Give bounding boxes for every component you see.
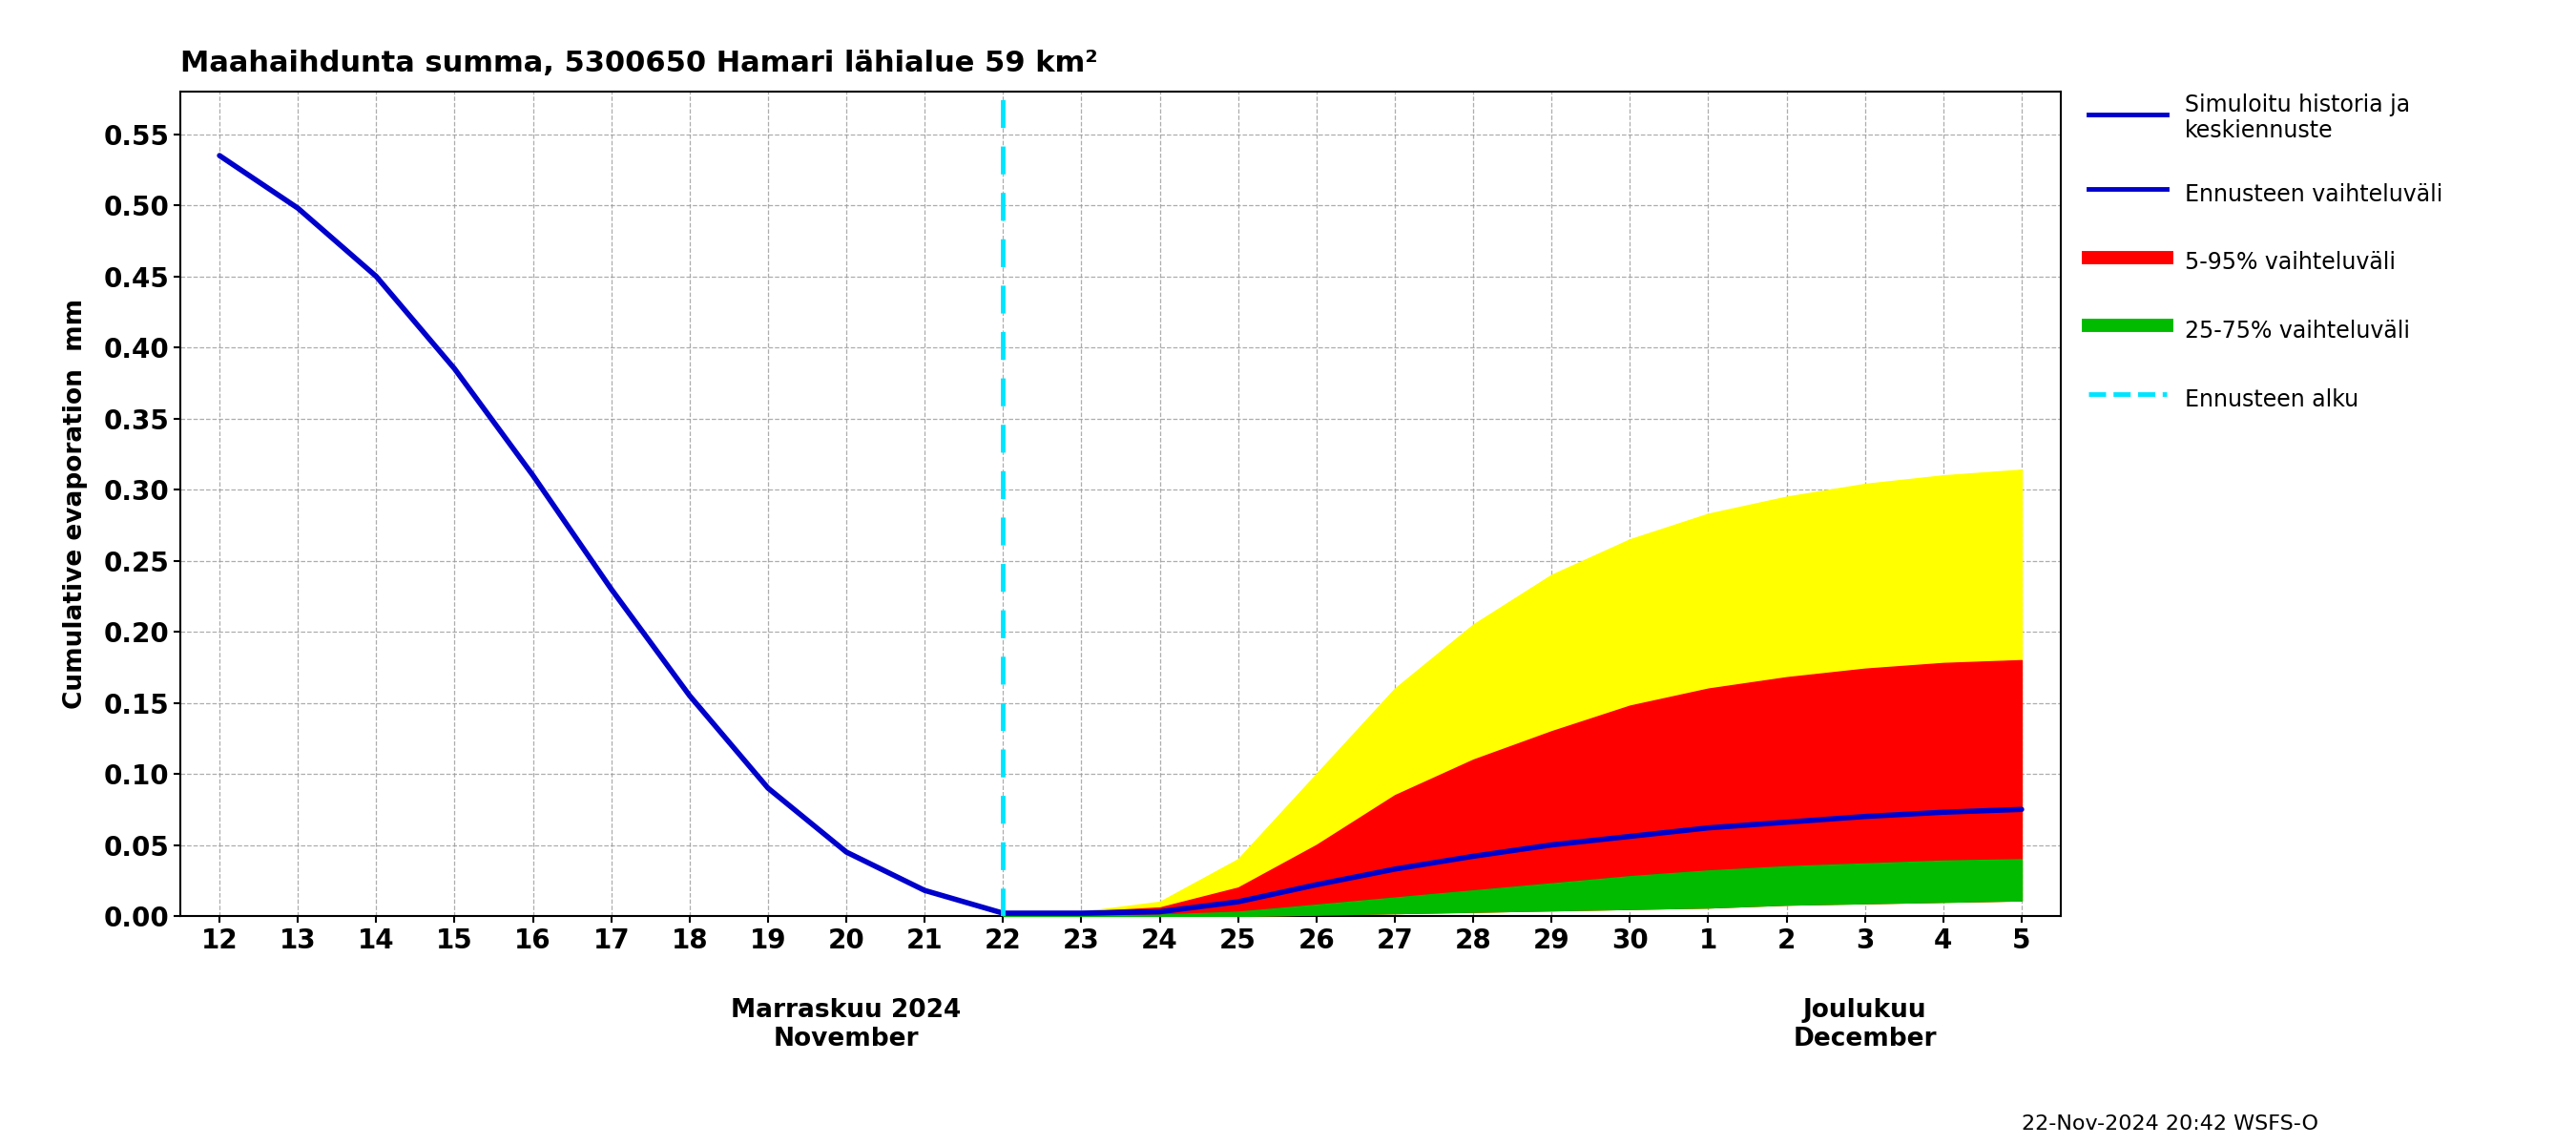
Text: 22-Nov-2024 20:42 WSFS-O: 22-Nov-2024 20:42 WSFS-O [2022, 1114, 2318, 1134]
Text: Joulukuu
December: Joulukuu December [1793, 998, 1937, 1052]
Y-axis label: Cumulative evaporation  mm: Cumulative evaporation mm [62, 299, 88, 709]
Legend: Simuloitu historia ja
keskiennuste, Ennusteen vaihteluväli, 5-95% vaihteluväli, : Simuloitu historia ja keskiennuste, Ennu… [2081, 86, 2450, 424]
Text: Maahaihdunta summa, 5300650 Hamari lähialue 59 km²: Maahaihdunta summa, 5300650 Hamari lähia… [180, 49, 1097, 78]
Text: Marraskuu 2024
November: Marraskuu 2024 November [732, 998, 961, 1052]
